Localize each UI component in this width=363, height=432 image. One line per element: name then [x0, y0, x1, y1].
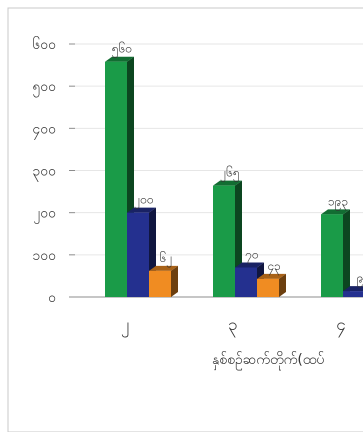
y-tick-label: ၃၀၀ — [32, 164, 56, 182]
bar-top — [105, 56, 134, 62]
bar — [213, 185, 235, 297]
data-label: ၇၀ — [245, 247, 259, 264]
bar-top — [149, 265, 178, 271]
bar — [343, 291, 363, 297]
bar-side — [171, 265, 178, 297]
y-tick-label: ၀ — [48, 290, 56, 306]
y-tick-label: ၁၀၀ — [32, 248, 56, 264]
bar-top — [213, 180, 242, 186]
bar — [235, 267, 257, 297]
x-axis-title: နှစ်စဉ်ဆက်တိုက်(ထပ် — [212, 352, 324, 370]
bar — [321, 214, 343, 297]
bar — [257, 278, 279, 297]
y-tick-label: ၆၀၀ — [32, 37, 56, 53]
data-label: ၄၃ — [267, 259, 281, 276]
bar-top — [257, 273, 286, 279]
data-label: ၁၉၃ — [328, 194, 348, 211]
x-category-label: ၄ — [336, 315, 346, 338]
data-label: ၂၀၀ — [134, 193, 153, 210]
data-label: ၂၆၅ — [220, 165, 239, 183]
data-label: ၆၂ — [160, 250, 173, 268]
bar — [127, 212, 149, 297]
bar-top — [127, 207, 156, 213]
bar — [149, 270, 171, 297]
y-tick-label: ၅၀၀ — [32, 79, 56, 97]
bar-side — [279, 273, 286, 297]
data-labels: ၅၆၀၂၀၀၆၂၂၆၅၇၀၄၃၁၉၃၉၁၂ — [112, 41, 363, 288]
x-category-label: ၂ — [121, 315, 129, 338]
y-tick-label: ၄၀၀ — [32, 121, 56, 139]
x-category-label: ၃ — [228, 315, 238, 338]
bars — [105, 56, 363, 298]
y-tick-label: ၂၀၀ — [33, 206, 56, 224]
bar-top — [321, 209, 350, 215]
bar-side — [343, 209, 350, 297]
y-axis-ticks: ၀ ၁၀၀ ၂၀၀ ၃၀၀ ၄၀၀ ၅၀၀ ၆၀၀ — [32, 37, 75, 306]
bar-top — [343, 286, 363, 292]
data-label: ၉ — [357, 271, 363, 288]
x-axis-categories: ၂ ၃ ၄ — [121, 315, 346, 338]
chart-frame — [7, 7, 363, 432]
data-label: ၅၆၀ — [112, 41, 132, 59]
bar-top — [235, 262, 264, 268]
bar — [105, 61, 127, 298]
